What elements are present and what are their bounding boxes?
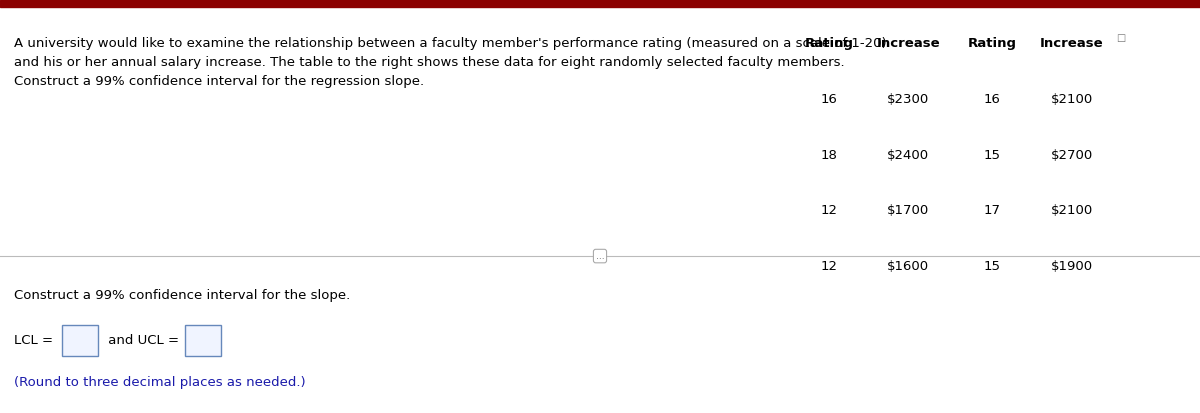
Text: □: □: [1116, 33, 1126, 43]
Text: $2100: $2100: [1050, 204, 1093, 217]
Text: Rating: Rating: [805, 37, 853, 50]
Text: $2700: $2700: [1050, 149, 1093, 161]
Text: (Round to three decimal places as needed.): (Round to three decimal places as needed…: [14, 376, 306, 389]
FancyBboxPatch shape: [62, 325, 98, 356]
Text: Increase: Increase: [876, 37, 941, 50]
Text: 18: 18: [821, 149, 838, 161]
Text: 12: 12: [821, 260, 838, 273]
Text: $1900: $1900: [1050, 260, 1093, 273]
Text: $2400: $2400: [887, 149, 930, 161]
Text: 16: 16: [821, 93, 838, 106]
Text: 16: 16: [984, 93, 1001, 106]
Text: $2100: $2100: [1050, 93, 1093, 106]
Text: A university would like to examine the relationship between a faculty member's p: A university would like to examine the r…: [14, 37, 887, 88]
Text: Rating: Rating: [968, 37, 1016, 50]
FancyBboxPatch shape: [185, 325, 221, 356]
Text: ...: ...: [595, 252, 605, 261]
Text: 15: 15: [984, 260, 1001, 273]
Text: and UCL =: and UCL =: [104, 334, 184, 347]
Text: LCL =: LCL =: [14, 334, 58, 347]
Text: 12: 12: [821, 204, 838, 217]
Text: $2300: $2300: [887, 93, 930, 106]
Text: 17: 17: [984, 204, 1001, 217]
Bar: [0, 0, 1200, 7]
Text: $1700: $1700: [887, 204, 930, 217]
Text: 15: 15: [984, 149, 1001, 161]
Text: Increase: Increase: [1039, 37, 1104, 50]
Text: Construct a 99% confidence interval for the slope.: Construct a 99% confidence interval for …: [14, 289, 350, 302]
Text: $1600: $1600: [887, 260, 930, 273]
